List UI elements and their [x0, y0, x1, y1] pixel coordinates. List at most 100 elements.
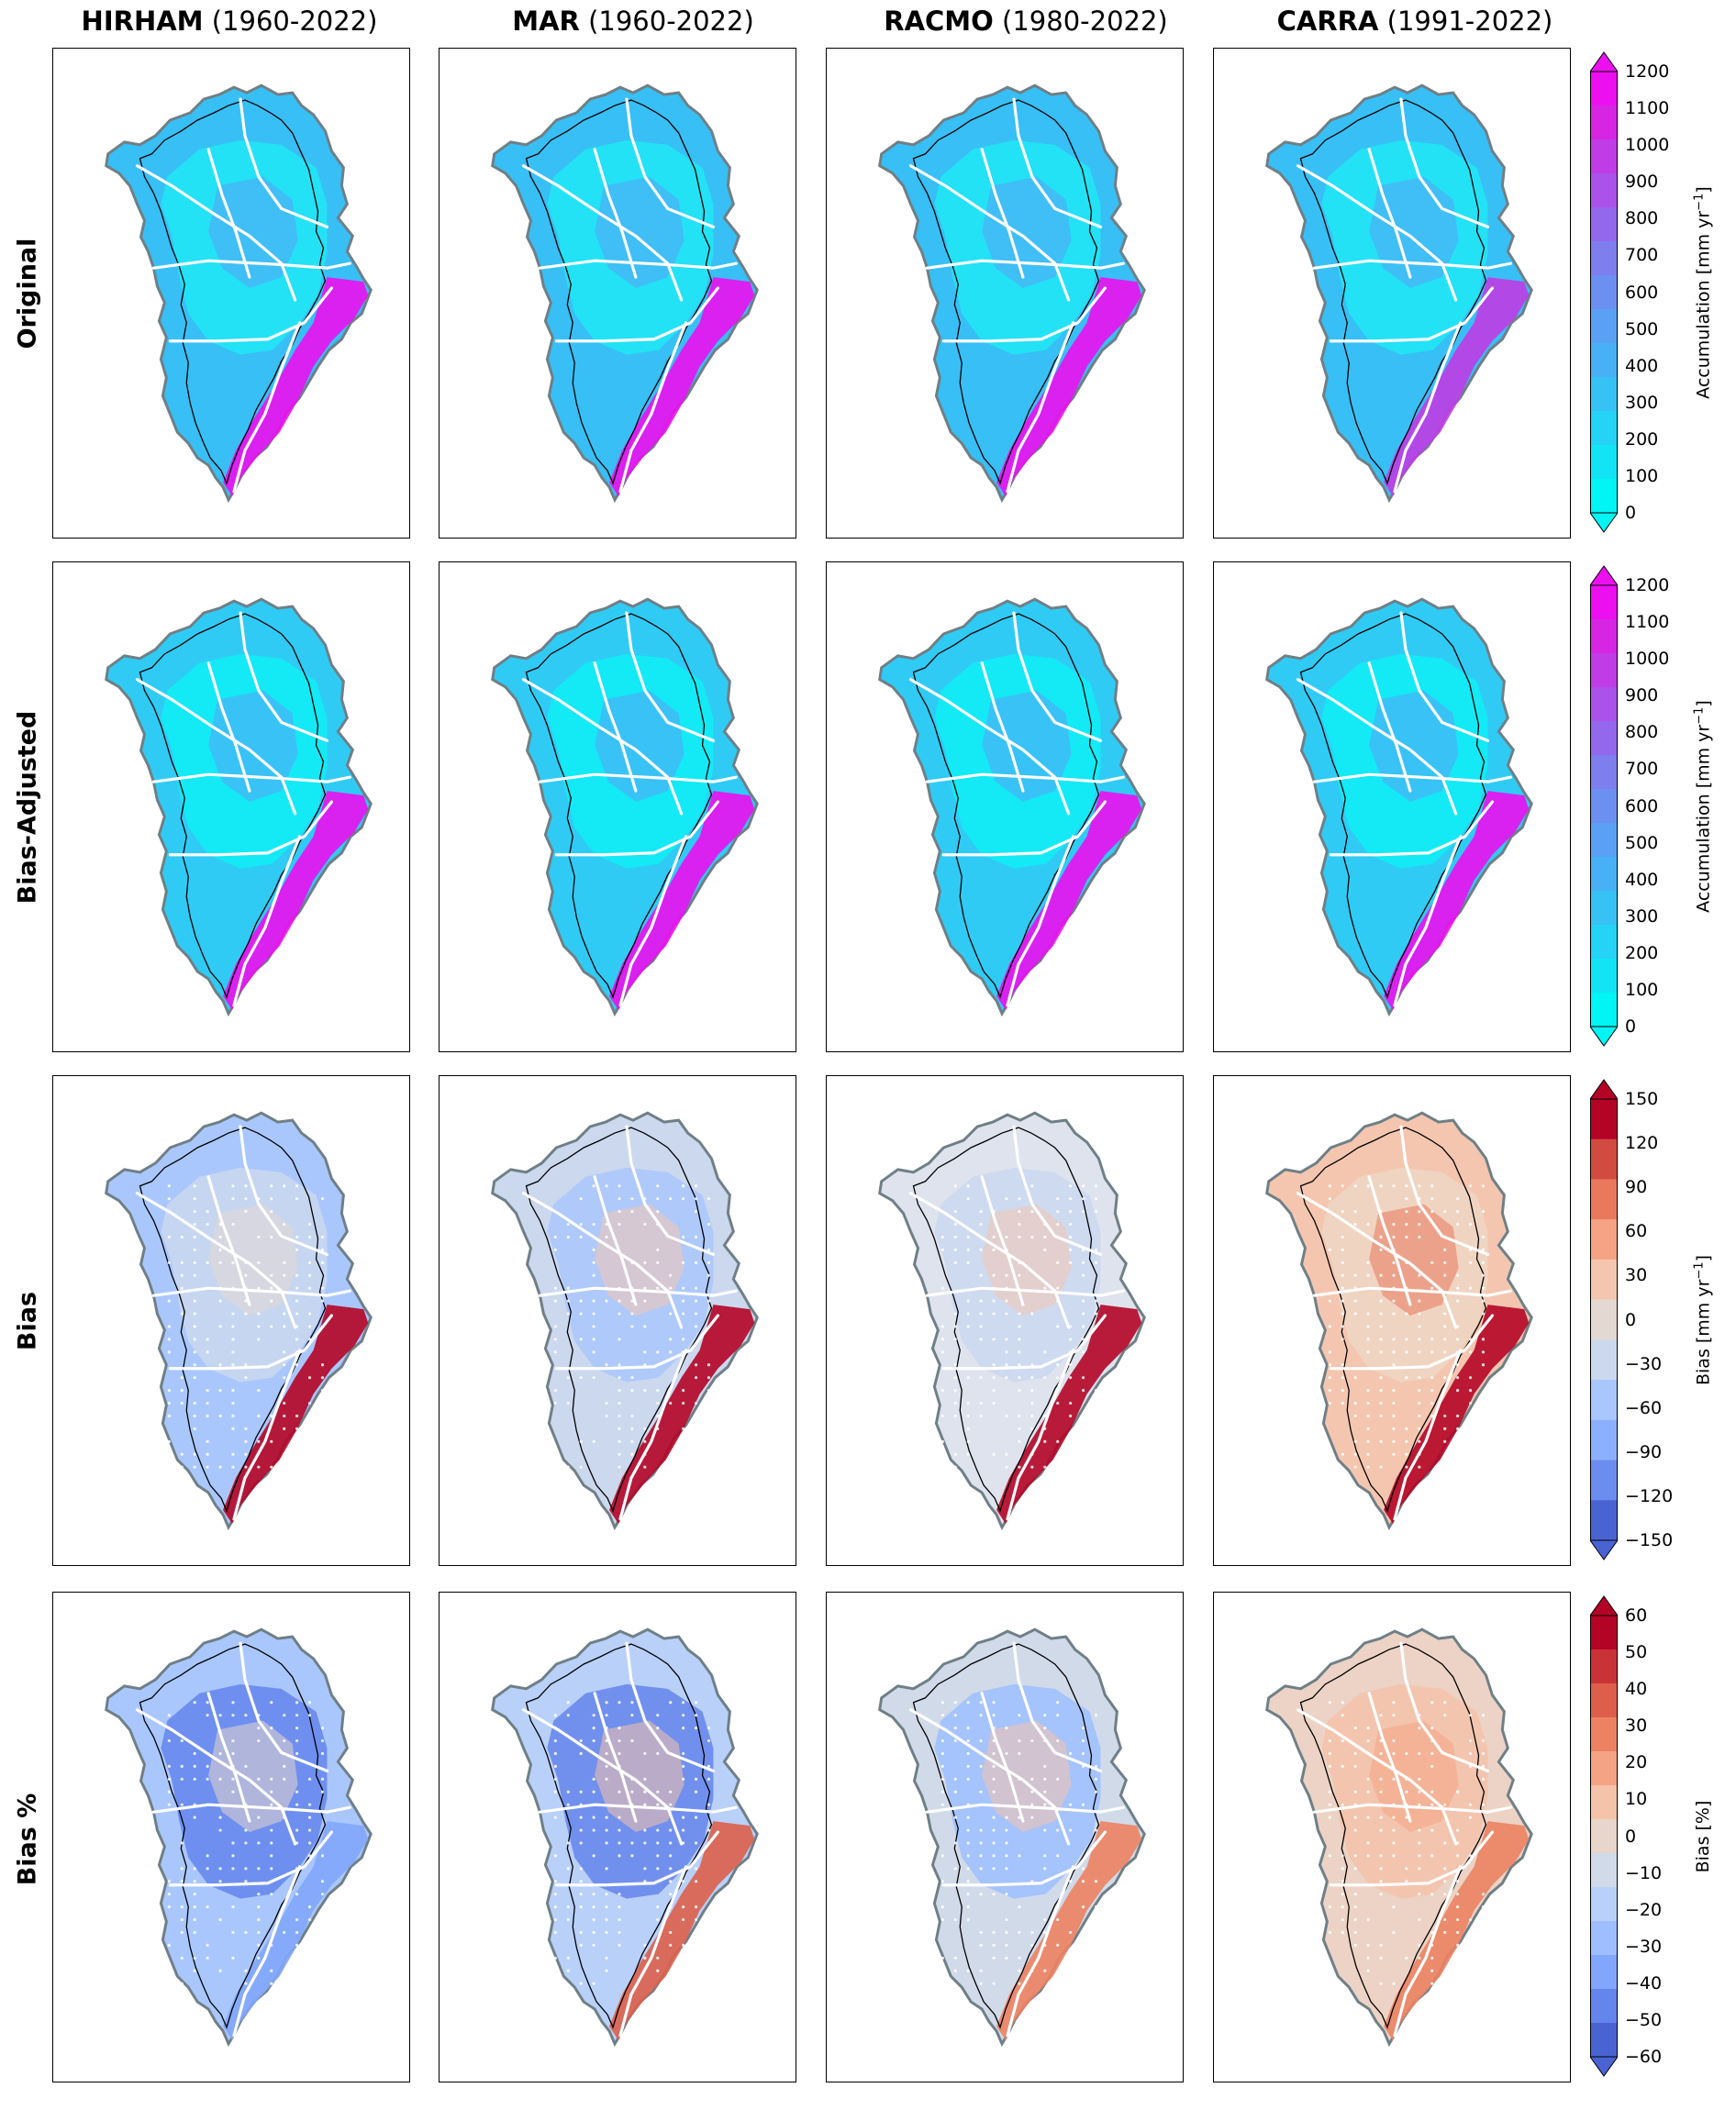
colorbar-tick-label: −40 — [1625, 1972, 1663, 1993]
significance-stipple — [1456, 1197, 1460, 1201]
basin-divide-line — [941, 1830, 1107, 1887]
colorbar-bias — [1589, 1079, 1619, 1560]
colorbar-tick-label: 0 — [1625, 1016, 1637, 1037]
significance-stipple — [992, 1943, 996, 1947]
significance-stipple — [1456, 1841, 1460, 1845]
significance-stipple — [605, 1930, 608, 1935]
significance-stipple — [940, 1414, 944, 1418]
significance-stipple — [1418, 1727, 1421, 1730]
significance-stipple — [1030, 1414, 1034, 1418]
significance-stipple — [1094, 1248, 1098, 1251]
significance-stipple — [1405, 1790, 1408, 1794]
significance-stipple — [1018, 1210, 1021, 1214]
significance-stipple — [618, 1401, 621, 1405]
significance-stipple — [1481, 1299, 1486, 1303]
significance-stipple — [1328, 1299, 1331, 1303]
basin-divide-line — [206, 1692, 251, 1823]
significance-stipple — [1430, 1286, 1434, 1290]
significance-stipple — [257, 1816, 261, 1819]
significance-stipple — [167, 1401, 171, 1405]
significance-stipple — [180, 1312, 184, 1316]
significance-stipple — [295, 1893, 299, 1896]
significance-stipple — [618, 1816, 621, 1819]
significance-stipple — [1069, 1956, 1073, 1960]
significance-stipple — [1418, 1714, 1421, 1717]
significance-stipple — [592, 1260, 595, 1264]
significance-stipple — [1443, 1930, 1447, 1935]
significance-stipple — [257, 1714, 261, 1717]
significance-stipple — [1443, 1465, 1447, 1469]
significance-stipple — [656, 1260, 660, 1264]
colorbar-tick-label: 1100 — [1625, 98, 1670, 119]
significance-stipple — [1056, 1982, 1060, 1985]
significance-stipple — [1392, 1982, 1396, 1985]
significance-stipple — [1094, 1312, 1098, 1316]
significance-stipple — [992, 1841, 996, 1845]
significance-stipple — [206, 1235, 209, 1239]
significance-stipple — [953, 1867, 957, 1871]
significance-stipple — [707, 1376, 711, 1380]
significance-stipple — [1081, 1389, 1085, 1393]
significance-stipple — [1405, 1350, 1408, 1354]
significance-stipple — [1056, 1439, 1060, 1443]
significance-stipple — [953, 1184, 957, 1188]
significance-stipple — [320, 1260, 325, 1264]
significance-stipple — [1018, 1816, 1021, 1819]
significance-stipple — [566, 1299, 570, 1303]
significance-stipple — [167, 1777, 171, 1781]
significance-stipple — [953, 1210, 957, 1214]
significance-stipple — [566, 1235, 570, 1239]
significance-stipple — [1353, 1273, 1357, 1277]
significance-stipple — [1379, 1312, 1383, 1316]
significance-stipple — [1468, 1738, 1473, 1743]
significance-stipple — [979, 1943, 983, 1947]
significance-stipple — [1018, 1905, 1021, 1909]
significance-stipple — [966, 1751, 970, 1756]
significance-stipple — [643, 1465, 647, 1469]
significance-stipple — [618, 1363, 621, 1367]
basin-divide-line — [618, 321, 688, 494]
colorbar-segment — [1590, 1179, 1618, 1220]
significance-stipple — [694, 1299, 698, 1303]
significance-stipple — [992, 1389, 996, 1393]
significance-stipple — [295, 1273, 299, 1277]
significance-stipple — [1081, 1738, 1085, 1743]
significance-stipple — [966, 1260, 970, 1264]
significance-stipple — [1379, 1235, 1383, 1239]
significance-stipple — [1392, 1286, 1396, 1290]
significance-stipple — [1405, 1376, 1408, 1380]
significance-stipple — [283, 1325, 286, 1328]
significance-stipple — [180, 1777, 184, 1781]
significance-stipple — [1043, 1248, 1047, 1251]
colorbar-extend-max — [1589, 51, 1619, 72]
significance-stipple — [1328, 1363, 1331, 1367]
significance-stipple — [669, 1751, 673, 1756]
significance-stipple — [618, 1299, 621, 1303]
significance-stipple — [1069, 1828, 1073, 1832]
significance-stipple — [618, 1701, 621, 1705]
significance-stipple — [283, 1184, 286, 1188]
significance-stipple — [682, 1260, 685, 1264]
greenland-map — [1265, 83, 1533, 504]
significance-stipple — [295, 1803, 299, 1806]
greenland-map — [878, 597, 1146, 1017]
colorbar-tick-label: 200 — [1625, 942, 1659, 963]
significance-stipple — [244, 1363, 248, 1367]
significance-stipple — [1456, 1880, 1460, 1883]
significance-stipple — [1069, 1350, 1073, 1354]
colorbar-tick-label: 600 — [1625, 795, 1659, 816]
significance-stipple — [1030, 1465, 1034, 1469]
significance-stipple — [1030, 1803, 1034, 1806]
southeast-coast-field — [1384, 1305, 1530, 1524]
significance-stipple — [180, 1738, 184, 1743]
significance-stipple — [1405, 1777, 1408, 1781]
significance-stipple — [257, 1338, 261, 1341]
significance-stipple — [1418, 1299, 1421, 1303]
significance-stipple — [1005, 1299, 1008, 1303]
colorbar-tick-label: −10 — [1625, 1862, 1663, 1883]
significance-stipple — [1418, 1452, 1421, 1456]
significance-stipple — [707, 1828, 711, 1832]
significance-stipple — [1081, 1376, 1085, 1380]
significance-stipple — [1379, 1714, 1383, 1717]
significance-stipple — [1094, 1905, 1098, 1909]
